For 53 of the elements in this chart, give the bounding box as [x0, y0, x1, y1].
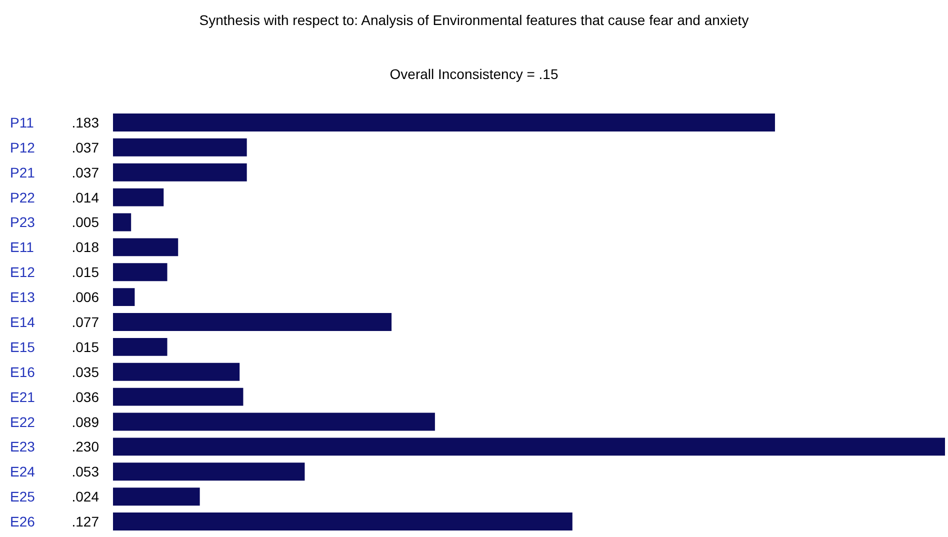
bar [113, 113, 775, 132]
bar [113, 388, 244, 406]
y-tick-label: E25 [10, 488, 36, 505]
bar [113, 313, 392, 331]
data-label: .089 [72, 414, 100, 430]
data-label: .015 [72, 338, 100, 355]
y-tick-label: P12 [10, 139, 36, 156]
chart-subtitle: Overall Inconsistency = .15 [390, 66, 558, 82]
bar [113, 488, 200, 506]
bar [113, 462, 305, 481]
data-label: .127 [72, 514, 100, 530]
y-tick-label: E13 [10, 289, 36, 306]
y-tick-label: E24 [10, 464, 36, 480]
y-tick-label: E16 [10, 364, 36, 380]
bar [113, 238, 178, 256]
bar [113, 213, 132, 232]
data-label: .035 [72, 364, 100, 380]
y-tick-label: E22 [10, 414, 36, 430]
y-tick-label: E26 [10, 514, 36, 530]
bar [113, 362, 240, 381]
data-label: .005 [72, 214, 100, 230]
y-tick-label: P23 [10, 214, 36, 230]
y-tick-label: P22 [10, 189, 36, 206]
y-tick-label: E23 [10, 438, 36, 455]
y-tick-label: E14 [10, 314, 36, 330]
bar [113, 412, 435, 431]
data-label: .014 [72, 189, 100, 206]
data-label: .230 [72, 438, 100, 455]
data-label: .036 [72, 388, 100, 405]
data-label: .024 [72, 488, 100, 505]
bar [113, 163, 247, 182]
y-tick-label: E12 [10, 264, 36, 280]
data-label: .053 [72, 464, 100, 480]
y-tick-label: P21 [10, 164, 36, 180]
bar [113, 188, 164, 206]
y-tick-label: E21 [10, 388, 36, 405]
data-label: .006 [72, 289, 100, 306]
bar [113, 288, 135, 306]
bar [113, 512, 572, 531]
bar [113, 263, 168, 282]
chart-title: Synthesis with respect to: Analysis of Environmental features that cause fear and anxiety [199, 12, 749, 28]
bar [113, 438, 945, 456]
y-tick-label: E11 [10, 239, 34, 256]
y-tick-label: E15 [10, 338, 36, 355]
data-label: .183 [72, 114, 100, 130]
data-label: .037 [72, 139, 100, 156]
data-label: .037 [72, 164, 100, 180]
data-label: .077 [72, 314, 100, 330]
bar [113, 338, 168, 356]
y-tick-label: P11 [10, 114, 34, 130]
data-label: .018 [72, 239, 100, 256]
data-label: .015 [72, 264, 100, 280]
bar [113, 138, 247, 156]
